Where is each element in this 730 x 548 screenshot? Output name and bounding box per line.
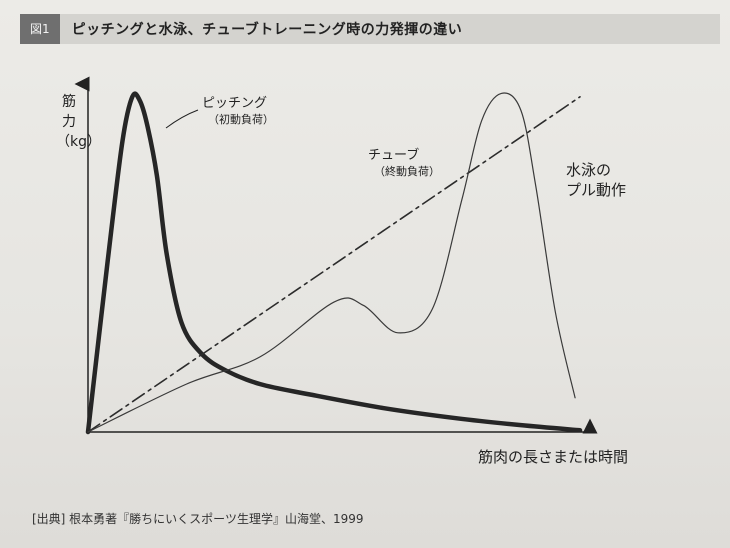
source-citation: [出典] 根本勇著『勝ちにいくスポーツ生理学』山海堂、1999 xyxy=(32,512,364,526)
series-label-main: 水泳の xyxy=(566,161,612,179)
y-axis-label-line: （kg） xyxy=(56,134,101,150)
series-label-main: チューブ xyxy=(368,148,420,163)
series-label-main: ピッチング xyxy=(202,96,268,111)
y-axis-label-line: 力 xyxy=(62,114,76,130)
figure-title-bar: ピッチングと水泳、チューブトレーニング時の力発揮の違い xyxy=(59,14,720,44)
series-label-sub: （終動負荷） xyxy=(374,165,440,178)
figure-header: 図1 ピッチングと水泳、チューブトレーニング時の力発揮の違い xyxy=(20,12,720,46)
series-label-pitching: ピッチング （初動負荷） xyxy=(202,96,274,128)
figure-title: ピッチングと水泳、チューブトレーニング時の力発揮の違い xyxy=(71,22,463,38)
series-label-swim: 水泳の プル動作 xyxy=(566,160,626,200)
series-label-tube: チューブ （終動負荷） xyxy=(368,148,440,180)
pitching-label-leader-line xyxy=(165,109,199,129)
series-layer xyxy=(85,91,583,435)
figure-number-badge: 図1 xyxy=(20,14,60,44)
series-label-sub: プル動作 xyxy=(566,181,627,199)
series-label-sub: （初動負荷） xyxy=(208,113,274,126)
series-line-pitching xyxy=(85,91,583,435)
series-line-tube xyxy=(87,96,581,433)
y-axis-label-line: 筋 xyxy=(62,94,76,110)
x-axis-label: 筋肉の長さまたは時間 xyxy=(478,448,629,466)
series-line-swim xyxy=(87,92,576,433)
y-axis-label: 筋 力 （kg） xyxy=(56,92,101,152)
